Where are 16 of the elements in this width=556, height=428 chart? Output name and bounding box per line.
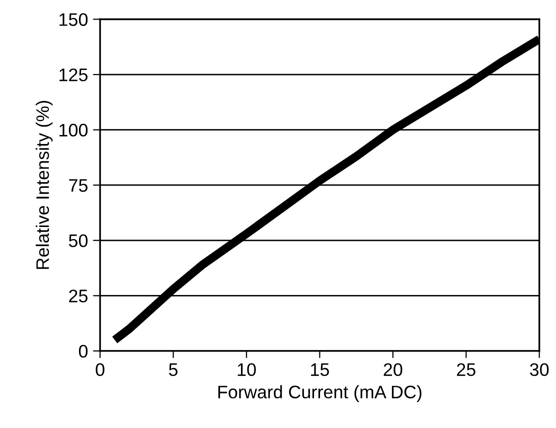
y-tick-label: 25 [69,290,88,302]
x-tick-label: 15 [311,363,329,376]
x-tick-label: 5 [168,363,178,376]
x-tick-label: 25 [456,363,476,376]
y-tick-label: 50 [68,234,88,248]
y-tick-label: 125 [60,68,88,82]
y-tick-label: 150 [60,13,88,26]
y-tick-label: 100 [60,124,88,137]
y-tick-label: 0 [78,344,88,358]
x-axis-title: Forward Current (mA DC) [218,385,422,402]
x-tick-label: 10 [238,363,256,376]
x-tick-label: 0 [96,363,104,376]
y-tick-label: 75 [69,179,88,192]
x-tick-label: 30 [530,363,549,376]
y-axis-title: Relative Intensity (%) [36,100,53,269]
x-tick-label: 20 [384,363,402,376]
